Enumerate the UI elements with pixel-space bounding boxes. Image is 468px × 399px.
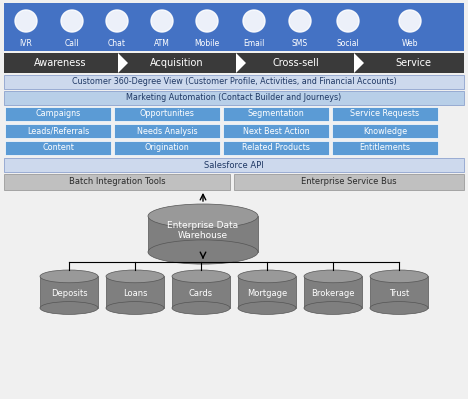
Bar	[238, 277, 296, 308]
Circle shape	[61, 10, 83, 32]
Text: Batch Integration Tools: Batch Integration Tools	[69, 178, 165, 186]
Ellipse shape	[304, 302, 362, 314]
Ellipse shape	[370, 270, 428, 283]
Text: Email: Email	[243, 38, 265, 47]
Ellipse shape	[304, 270, 362, 283]
Text: Enterprise Service Bus: Enterprise Service Bus	[301, 178, 397, 186]
Text: Loans: Loans	[123, 289, 147, 298]
Bar	[332, 124, 438, 138]
Circle shape	[106, 10, 128, 32]
Ellipse shape	[370, 302, 428, 314]
Text: Service Requests: Service Requests	[351, 109, 420, 119]
Text: Marketing Automation (Contact Builder and Journeys): Marketing Automation (Contact Builder an…	[126, 93, 342, 103]
Text: Origination: Origination	[145, 144, 190, 152]
Text: Needs Analysis: Needs Analysis	[137, 126, 197, 136]
Text: ATM: ATM	[154, 38, 170, 47]
Text: SMS: SMS	[292, 38, 308, 47]
Ellipse shape	[148, 240, 258, 264]
Ellipse shape	[238, 270, 296, 283]
Bar	[5, 107, 111, 121]
Bar	[114, 107, 220, 121]
Text: Mortgage: Mortgage	[247, 289, 287, 298]
Bar	[332, 107, 438, 121]
Text: Customer 360-Degree View (Customer Profile, Activities, and Financial Accounts): Customer 360-Degree View (Customer Profi…	[72, 77, 396, 87]
Text: Next Best Action: Next Best Action	[243, 126, 309, 136]
Text: Content: Content	[42, 144, 74, 152]
Bar	[4, 174, 230, 190]
Text: Enterprise Data
Warehouse: Enterprise Data Warehouse	[168, 221, 239, 240]
Bar	[114, 141, 220, 155]
Bar	[4, 53, 464, 73]
Text: IVR: IVR	[20, 38, 32, 47]
Bar	[4, 158, 464, 172]
Bar	[370, 277, 428, 308]
Circle shape	[196, 10, 218, 32]
Ellipse shape	[172, 270, 230, 283]
Circle shape	[289, 10, 311, 32]
Bar	[114, 124, 220, 138]
Circle shape	[337, 10, 359, 32]
Circle shape	[399, 10, 421, 32]
Text: Entitlements: Entitlements	[359, 144, 410, 152]
Ellipse shape	[40, 270, 98, 283]
Bar	[106, 277, 164, 308]
Bar	[223, 124, 329, 138]
Bar	[223, 141, 329, 155]
Ellipse shape	[106, 302, 164, 314]
Bar	[4, 3, 464, 51]
Text: Salesforce API: Salesforce API	[204, 160, 264, 170]
Bar	[148, 216, 258, 252]
Text: Mobile: Mobile	[194, 38, 219, 47]
Text: Web: Web	[402, 38, 418, 47]
Circle shape	[151, 10, 173, 32]
Text: Related Products: Related Products	[242, 144, 310, 152]
Bar	[4, 91, 464, 105]
Circle shape	[243, 10, 265, 32]
Ellipse shape	[238, 302, 296, 314]
Text: Trust: Trust	[389, 289, 409, 298]
Text: Leads/Referrals: Leads/Referrals	[27, 126, 89, 136]
Ellipse shape	[148, 204, 258, 228]
Text: Cards: Cards	[189, 289, 213, 298]
Text: Deposits: Deposits	[51, 289, 88, 298]
Text: Awareness: Awareness	[34, 58, 86, 68]
Bar	[223, 107, 329, 121]
Ellipse shape	[40, 302, 98, 314]
Bar	[234, 174, 464, 190]
Text: Segmentation: Segmentation	[248, 109, 304, 119]
Text: Knowledge: Knowledge	[363, 126, 407, 136]
Text: Social: Social	[336, 38, 359, 47]
Bar	[40, 277, 98, 308]
Ellipse shape	[172, 302, 230, 314]
Bar	[304, 277, 362, 308]
Text: Cross-sell: Cross-sell	[273, 58, 319, 68]
Bar	[5, 124, 111, 138]
Text: Call: Call	[65, 38, 79, 47]
Ellipse shape	[106, 270, 164, 283]
Text: Campaigns: Campaigns	[36, 109, 80, 119]
Text: Chat: Chat	[108, 38, 126, 47]
Text: Acquisition: Acquisition	[150, 58, 204, 68]
Bar	[172, 277, 230, 308]
Polygon shape	[118, 53, 128, 73]
Polygon shape	[236, 53, 246, 73]
Bar	[5, 141, 111, 155]
Text: Brokerage: Brokerage	[311, 289, 355, 298]
Text: Opportunities: Opportunities	[139, 109, 194, 119]
Bar	[4, 75, 464, 89]
Circle shape	[15, 10, 37, 32]
Polygon shape	[354, 53, 364, 73]
Text: Service: Service	[395, 58, 431, 68]
Bar	[332, 141, 438, 155]
